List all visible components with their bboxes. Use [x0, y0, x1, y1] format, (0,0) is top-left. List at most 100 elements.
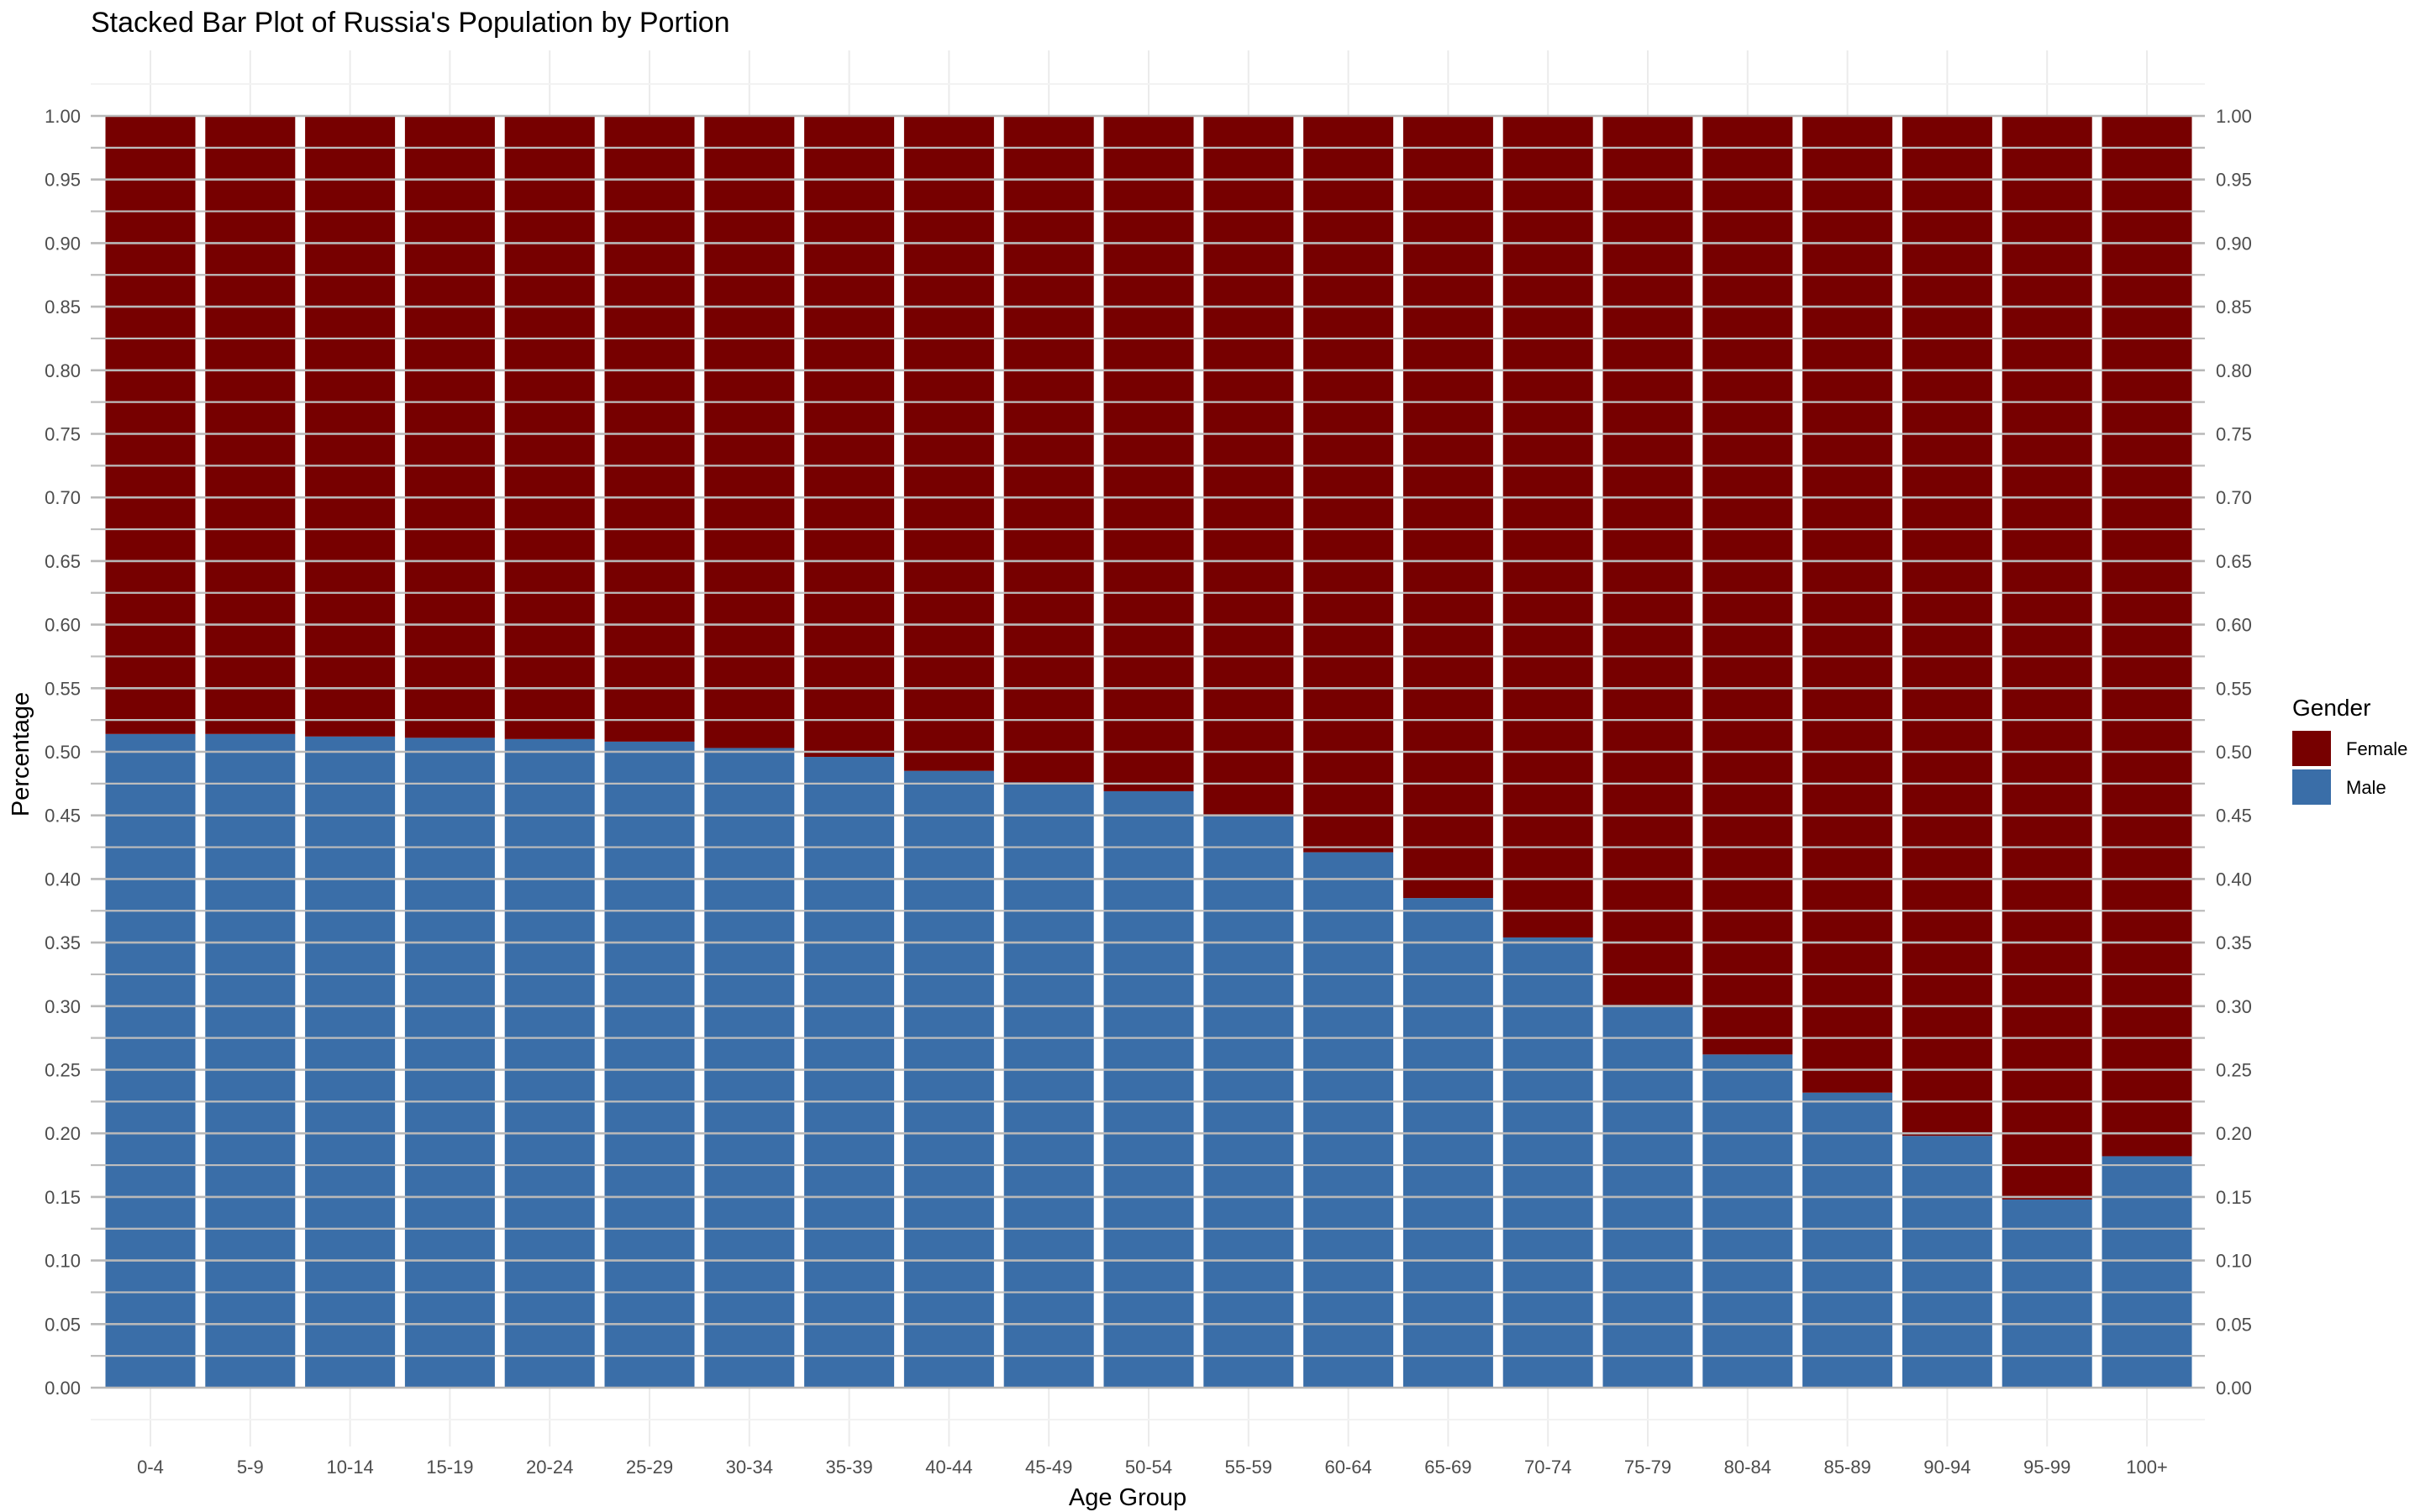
y-tick-label-left: 0.75	[45, 424, 81, 445]
legend-key-male	[2292, 769, 2331, 805]
y-tick-label-right: 0.80	[2216, 360, 2252, 381]
x-axis-label: Age Group	[1069, 1484, 1186, 1511]
bar-male-95-99	[2002, 1199, 2092, 1388]
y-axis-label: Percentage	[8, 692, 34, 816]
legend-label-male: Male	[2346, 777, 2386, 798]
x-axis-ticks: 0-4 5-9 10-14 15-19 20-24 25-29 30-34 35-39 40-4…	[137, 1457, 2168, 1478]
y-tick-label-left: 0.85	[45, 297, 81, 318]
bar-male-65-69	[1402, 898, 1493, 1388]
y-tick-label-left: 0.90	[45, 233, 81, 254]
y-tick-label-right: 0.90	[2216, 233, 2252, 254]
y-tick-label-right: 0.95	[2216, 170, 2252, 191]
bar-female-65-69	[1402, 116, 1493, 899]
bar-female-20-24	[504, 116, 595, 739]
y-tick-label-left: 0.60	[45, 615, 81, 636]
bar-male-25-29	[604, 741, 695, 1388]
x-tick-label: 45-49	[1025, 1457, 1072, 1478]
y-tick-label-left: 0.80	[45, 360, 81, 381]
y-tick-label-left: 0.30	[45, 996, 81, 1017]
x-tick-label: 95-99	[2023, 1457, 2070, 1478]
legend-label-female: Female	[2346, 738, 2407, 759]
bar-female-0-4	[105, 116, 196, 734]
bar-male-40-44	[903, 770, 994, 1388]
bar-male-20-24	[504, 738, 595, 1388]
y-tick-label-right: 0.70	[2216, 487, 2252, 508]
bar-female-25-29	[604, 116, 695, 742]
x-tick-label: 75-79	[1624, 1457, 1671, 1478]
bar-male-5-9	[205, 733, 296, 1388]
bar-male-0-4	[105, 733, 196, 1388]
y-tick-label-right: 0.05	[2216, 1314, 2252, 1335]
y-tick-label-left: 0.65	[45, 551, 81, 572]
bar-male-70-74	[1502, 937, 1593, 1388]
bar-female-70-74	[1502, 116, 1593, 938]
x-tick-label: 0-4	[137, 1457, 164, 1478]
y-tick-label-left: 0.95	[45, 170, 81, 191]
bar-female-40-44	[903, 116, 994, 771]
y-tick-label-left: 0.25	[45, 1060, 81, 1081]
bar-male-35-39	[804, 757, 895, 1388]
bar-male-50-54	[1103, 790, 1194, 1388]
x-tick-label: 100+	[2126, 1457, 2168, 1478]
x-tick-label: 70-74	[1524, 1457, 1571, 1478]
y-tick-label-left: 0.55	[45, 678, 81, 699]
y-tick-label-left: 0.15	[45, 1187, 81, 1208]
y-tick-label-left: 0.35	[45, 932, 81, 953]
bar-male-15-19	[404, 738, 495, 1388]
bar-female-5-9	[205, 116, 296, 734]
bar-male-10-14	[305, 736, 396, 1388]
y-tick-label-left: 0.10	[45, 1251, 81, 1272]
y-tick-label-right: 1.00	[2216, 106, 2252, 127]
y-tick-label-right: 0.30	[2216, 996, 2252, 1017]
x-tick-label: 90-94	[1923, 1457, 1970, 1478]
x-tick-label: 85-89	[1823, 1457, 1870, 1478]
y-tick-label-right: 0.75	[2216, 424, 2252, 445]
bar-female-85-89	[1802, 116, 1893, 1093]
legend-title: Gender	[2292, 695, 2370, 721]
legend-key-female	[2292, 731, 2331, 766]
x-tick-label: 35-39	[825, 1457, 872, 1478]
x-tick-label: 50-54	[1125, 1457, 1172, 1478]
y-axis-right-ticks: 0.00 0.05 0.10 0.15 0.20 0.25 0.30 0.35 0.40 0.45…	[2216, 106, 2252, 1399]
x-tick-label: 55-59	[1225, 1457, 1272, 1478]
bar-female-30-34	[704, 116, 795, 748]
x-tick-label: 5-9	[237, 1457, 264, 1478]
y-tick-label-right: 0.65	[2216, 551, 2252, 572]
y-tick-label-right: 0.35	[2216, 932, 2252, 953]
x-tick-label: 25-29	[626, 1457, 673, 1478]
x-tick-label: 15-19	[426, 1457, 473, 1478]
y-tick-label-right: 0.50	[2216, 742, 2252, 763]
y-tick-label-left: 0.70	[45, 487, 81, 508]
x-tick-label: 80-84	[1724, 1457, 1771, 1478]
legend-items: Female Male	[2292, 731, 2407, 805]
bar-female-80-84	[1702, 116, 1793, 1055]
x-tick-label: 65-69	[1424, 1457, 1471, 1478]
y-tick-label-right: 0.85	[2216, 297, 2252, 318]
y-tick-label-right: 0.40	[2216, 869, 2252, 890]
bar-male-80-84	[1702, 1054, 1793, 1388]
bar-female-90-94	[1902, 116, 1992, 1137]
bar-male-45-49	[1003, 782, 1094, 1388]
bar-male-30-34	[704, 748, 795, 1388]
bar-male-85-89	[1802, 1092, 1893, 1388]
legend: Gender Female Male	[2292, 695, 2407, 805]
bar-female-45-49	[1003, 116, 1094, 783]
y-tick-label-right: 0.15	[2216, 1187, 2252, 1208]
bar-male-100+	[2102, 1156, 2192, 1388]
y-tick-label-left: 0.20	[45, 1123, 81, 1144]
bar-female-50-54	[1103, 116, 1194, 791]
y-tick-label-right: 0.10	[2216, 1251, 2252, 1272]
y-tick-label-right: 0.20	[2216, 1123, 2252, 1144]
bar-female-60-64	[1303, 116, 1394, 853]
y-tick-label-left: 0.50	[45, 742, 81, 763]
y-tick-label-right: 0.55	[2216, 678, 2252, 699]
y-tick-label-right: 0.60	[2216, 615, 2252, 636]
y-tick-label-left: 0.05	[45, 1314, 81, 1335]
y-tick-label-left: 1.00	[45, 106, 81, 127]
y-tick-label-left: 0.40	[45, 869, 81, 890]
x-tick-label: 10-14	[326, 1457, 373, 1478]
x-tick-label: 30-34	[726, 1457, 773, 1478]
bar-female-10-14	[305, 116, 396, 737]
bar-male-90-94	[1902, 1136, 1992, 1388]
chart-title: Stacked Bar Plot of Russia's Population …	[91, 7, 730, 39]
